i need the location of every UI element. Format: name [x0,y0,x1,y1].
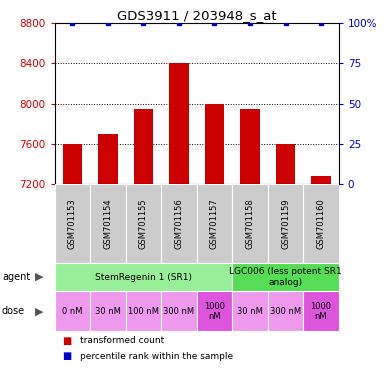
Bar [197,184,232,263]
Title: GDS3911 / 203948_s_at: GDS3911 / 203948_s_at [117,9,276,22]
Bar [98,134,118,184]
Text: GSM701155: GSM701155 [139,199,148,249]
Text: GSM701157: GSM701157 [210,198,219,249]
Text: 0 nM: 0 nM [62,307,83,316]
Text: agent: agent [2,272,30,282]
Bar [311,176,331,184]
Bar [90,184,126,263]
Text: 300 nM: 300 nM [270,307,301,316]
Text: ▶: ▶ [35,306,44,316]
Text: 300 nM: 300 nM [163,307,194,316]
Bar [232,184,268,263]
Text: dose: dose [2,306,25,316]
Bar [161,184,197,263]
Text: GSM701154: GSM701154 [104,199,112,249]
Bar [134,109,153,184]
Text: 30 nM: 30 nM [95,307,121,316]
Bar [303,291,339,331]
Text: GSM701160: GSM701160 [316,198,326,249]
Text: ■: ■ [62,336,72,346]
Bar [90,291,126,331]
Bar [303,184,339,263]
Bar [232,263,339,291]
Text: 1000
nM: 1000 nM [204,301,225,321]
Text: 1000
nM: 1000 nM [311,301,331,321]
Bar [240,109,260,184]
Text: StemRegenin 1 (SR1): StemRegenin 1 (SR1) [95,273,192,281]
Text: ▶: ▶ [35,272,44,282]
Text: GSM701153: GSM701153 [68,198,77,249]
Text: percentile rank within the sample: percentile rank within the sample [80,352,233,361]
Bar [205,104,224,184]
Bar [55,184,90,263]
Bar [268,291,303,331]
Bar [161,291,197,331]
Bar [55,291,90,331]
Bar [197,291,232,331]
Bar [55,263,232,291]
Text: transformed count: transformed count [80,336,164,346]
Text: ■: ■ [62,351,72,361]
Text: GSM701159: GSM701159 [281,199,290,249]
Text: LGC006 (less potent SR1
analog): LGC006 (less potent SR1 analog) [229,267,342,287]
Text: GSM701156: GSM701156 [174,198,184,249]
Text: 100 nM: 100 nM [128,307,159,316]
Bar [126,291,161,331]
Bar [63,144,82,184]
Bar [169,63,189,184]
Bar [268,184,303,263]
Text: GSM701158: GSM701158 [246,198,254,249]
Bar [276,144,295,184]
Text: 30 nM: 30 nM [237,307,263,316]
Bar [126,184,161,263]
Bar [232,291,268,331]
